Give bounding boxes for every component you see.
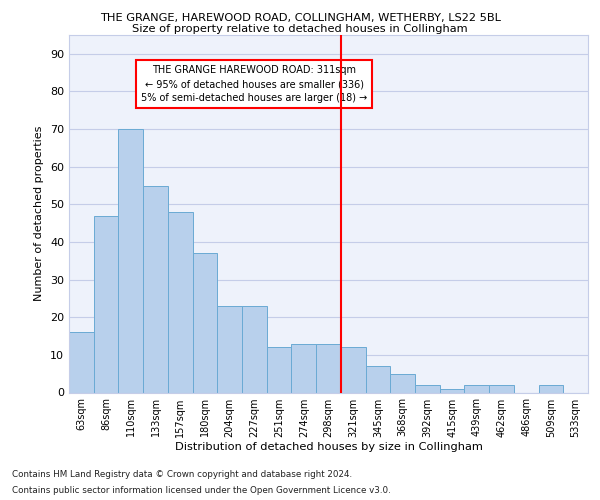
- Text: Contains HM Land Registry data © Crown copyright and database right 2024.: Contains HM Land Registry data © Crown c…: [12, 470, 352, 479]
- Bar: [464, 385, 489, 392]
- Text: THE GRANGE, HAREWOOD ROAD, COLLINGHAM, WETHERBY, LS22 5BL: THE GRANGE, HAREWOOD ROAD, COLLINGHAM, W…: [100, 12, 500, 22]
- Bar: [118, 129, 143, 392]
- Bar: [69, 332, 94, 392]
- Bar: [292, 344, 316, 392]
- Bar: [267, 348, 292, 393]
- Bar: [143, 186, 168, 392]
- Bar: [440, 388, 464, 392]
- Bar: [316, 344, 341, 392]
- Text: Distribution of detached houses by size in Collingham: Distribution of detached houses by size …: [175, 442, 483, 452]
- Y-axis label: Number of detached properties: Number of detached properties: [34, 126, 44, 302]
- Bar: [390, 374, 415, 392]
- Text: Contains public sector information licensed under the Open Government Licence v3: Contains public sector information licen…: [12, 486, 391, 495]
- Text: Size of property relative to detached houses in Collingham: Size of property relative to detached ho…: [132, 24, 468, 34]
- Bar: [365, 366, 390, 392]
- Bar: [217, 306, 242, 392]
- Bar: [242, 306, 267, 392]
- Bar: [94, 216, 118, 392]
- Bar: [539, 385, 563, 392]
- Bar: [415, 385, 440, 392]
- Bar: [193, 254, 217, 392]
- Bar: [489, 385, 514, 392]
- Bar: [168, 212, 193, 392]
- Bar: [341, 348, 365, 393]
- Text: THE GRANGE HAREWOOD ROAD: 311sqm
← 95% of detached houses are smaller (336)
5% o: THE GRANGE HAREWOOD ROAD: 311sqm ← 95% o…: [141, 65, 367, 103]
